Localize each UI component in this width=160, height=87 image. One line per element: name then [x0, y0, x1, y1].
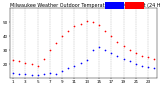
Point — [43, 73, 45, 75]
Point — [73, 26, 76, 27]
Point — [24, 62, 27, 63]
Point — [49, 72, 51, 73]
Point — [18, 61, 21, 62]
Point — [30, 75, 33, 76]
Point — [61, 70, 64, 72]
Point — [110, 35, 112, 37]
Point — [85, 59, 88, 61]
Point — [55, 73, 57, 75]
Point — [98, 47, 100, 48]
Point — [153, 68, 155, 69]
Point — [36, 65, 39, 66]
Point — [73, 65, 76, 66]
Point — [36, 75, 39, 76]
Point — [79, 23, 82, 24]
Point — [92, 21, 94, 23]
Point — [85, 20, 88, 21]
Point — [18, 73, 21, 75]
Point — [104, 49, 106, 51]
Point — [147, 56, 149, 58]
Point — [67, 68, 70, 69]
Point — [61, 35, 64, 37]
Point — [12, 59, 14, 61]
Point — [67, 30, 70, 31]
Point — [135, 52, 137, 54]
Point — [128, 49, 131, 51]
Point — [153, 58, 155, 59]
Point — [43, 58, 45, 59]
Point — [116, 41, 119, 42]
Point — [55, 42, 57, 44]
Point — [122, 45, 125, 47]
Point — [30, 63, 33, 65]
Point — [122, 58, 125, 59]
Point — [79, 62, 82, 63]
Point — [98, 24, 100, 26]
Point — [49, 49, 51, 51]
Point — [135, 63, 137, 65]
Point — [92, 49, 94, 51]
Point — [110, 52, 112, 54]
Point — [12, 72, 14, 73]
Point — [128, 61, 131, 62]
Point — [104, 30, 106, 31]
Point — [116, 55, 119, 56]
Text: Milwaukee Weather Outdoor Temperature vs Dew Point (24 Hours): Milwaukee Weather Outdoor Temperature vs… — [10, 3, 160, 8]
Point — [141, 55, 143, 56]
Point — [24, 73, 27, 75]
Point — [141, 65, 143, 66]
Point — [147, 66, 149, 68]
